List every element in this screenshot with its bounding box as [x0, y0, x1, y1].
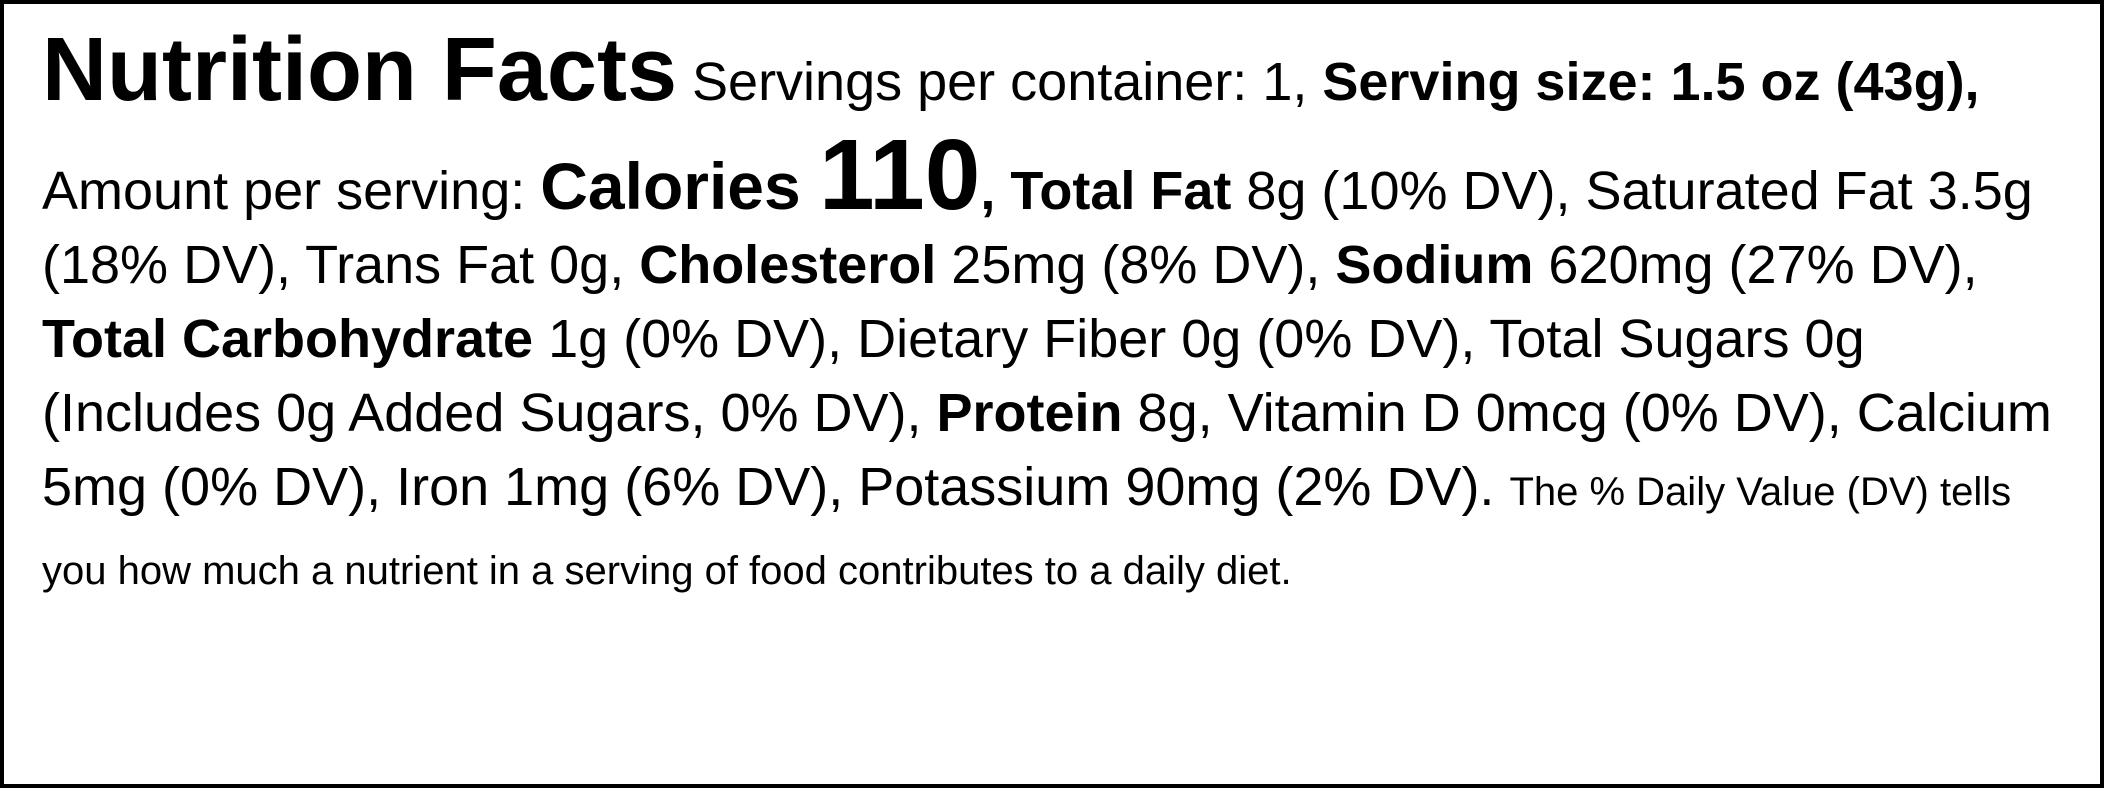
label-text: 1g (0% DV), Dietary Fiber 0g (0% DV), To…: [42, 309, 1865, 443]
label-text: Servings per container: 1,: [677, 52, 1323, 112]
label-text: 8g, Vitamin D 0mcg (0% DV), Calcium 5mg …: [42, 383, 2052, 517]
label-text: 25mg (8% DV),: [936, 235, 1336, 295]
label-text: 110: [819, 119, 981, 231]
label-text: Amount per serving:: [42, 161, 541, 221]
label-text: 8g (10% DV), Saturated Fat 3.5g (18% DV)…: [42, 161, 2033, 295]
label-text: Total Fat: [1010, 161, 1232, 221]
label-text: Sodium: [1335, 235, 1534, 295]
label-text: Total Carbohydrate: [42, 309, 534, 369]
label-text: The % Daily Value (DV) tells you how muc…: [42, 470, 2012, 593]
label-text: Protein: [936, 383, 1123, 443]
label-text: Cholesterol: [639, 235, 937, 295]
label-text: ,: [980, 161, 1011, 221]
label-text: Calories: [540, 149, 820, 223]
label-text: Nutrition Facts: [42, 20, 678, 120]
label-text: Serving size: 1.5 oz (43g),: [1322, 52, 1980, 112]
label-text: 620mg (27% DV),: [1533, 235, 1978, 295]
